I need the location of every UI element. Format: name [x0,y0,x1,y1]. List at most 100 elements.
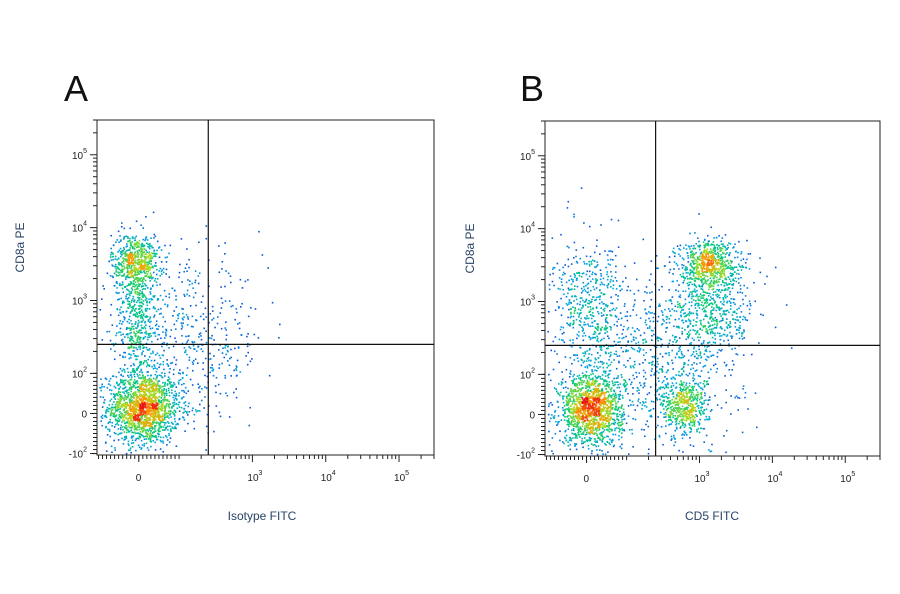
data-point [110,251,113,254]
data-point [133,253,135,256]
data-point [126,254,128,257]
data-point [132,283,135,285]
data-point [202,313,205,315]
data-point [675,428,678,430]
data-point [127,395,129,397]
data-point [156,396,159,399]
data-point [596,339,598,342]
data-point [130,387,133,389]
data-point [101,406,104,408]
data-point [628,453,630,455]
data-point [166,403,168,405]
data-point [168,296,171,299]
data-point [118,241,120,243]
data-point [739,291,741,294]
data-point [147,384,150,386]
data-point [162,402,164,404]
data-point [235,388,237,390]
data-point [125,379,127,382]
data-point [120,270,122,272]
data-point [135,449,137,452]
data-point [144,394,147,397]
data-point [721,348,723,351]
data-point [136,382,139,385]
data-point [636,386,639,389]
data-point [136,403,138,405]
data-point [136,367,138,370]
data-point [569,339,571,342]
data-point [146,413,148,416]
data-point [625,277,627,279]
data-point [112,253,114,255]
data-point [145,309,148,312]
data-point [627,349,629,352]
data-point [622,280,624,283]
data-point [149,390,152,392]
data-point [620,447,623,450]
data-point [692,373,695,375]
data-point [246,363,249,366]
data-point [120,405,122,408]
data-point [127,237,129,239]
data-point [596,449,598,451]
data-point [132,264,135,267]
data-point [167,364,170,367]
data-point [120,398,122,401]
data-point [136,396,138,398]
data-point [681,374,683,376]
data-point [638,329,640,332]
data-point [605,266,607,269]
data-point [638,392,640,394]
data-point [150,397,152,400]
data-point [644,308,647,310]
data-point [173,399,176,401]
data-point [713,299,715,302]
data-point [135,277,137,279]
data-point [212,368,215,371]
data-point [665,425,667,427]
data-point [150,275,152,278]
data-point [570,278,573,281]
data-point [214,385,217,387]
data-point [687,374,689,377]
data-point [173,394,175,396]
data-point [566,322,568,324]
data-point [128,420,131,423]
data-point [124,401,127,404]
data-point [579,378,581,380]
data-point [595,287,598,289]
data-point [143,313,145,315]
data-point [124,356,126,358]
data-point [618,337,621,339]
data-point [149,440,152,442]
data-point [139,289,141,292]
data-point [735,333,738,335]
data-point [134,271,136,274]
data-point [239,278,242,281]
data-point [658,305,660,307]
data-point [153,412,156,414]
data-point [613,418,615,421]
data-point [707,383,710,385]
data-point [126,431,128,434]
data-point [672,273,674,275]
data-point [732,273,734,276]
data-point [124,351,126,354]
data-point [149,317,151,320]
data-point [137,409,140,411]
data-point [583,332,585,334]
data-point [159,419,162,422]
data-point [574,276,576,278]
data-point [199,385,201,388]
data-point [140,324,143,327]
data-point [123,426,126,428]
data-point [164,410,166,413]
data-point [703,427,706,430]
data-point [146,307,149,310]
data-point [140,416,142,418]
data-point [602,308,605,311]
data-point [149,272,152,275]
data-point [748,308,751,311]
data-point [562,326,565,329]
data-point [160,410,163,412]
